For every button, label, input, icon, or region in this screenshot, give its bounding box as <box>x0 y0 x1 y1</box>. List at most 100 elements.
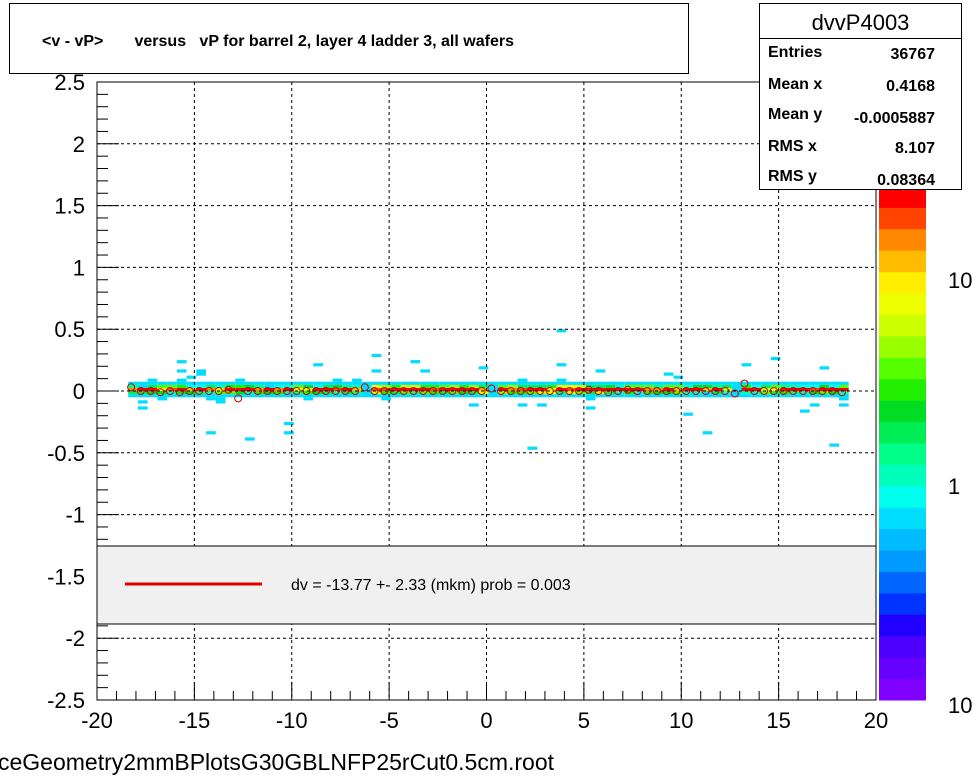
heat-cell <box>157 394 168 398</box>
heat-cell <box>644 394 654 398</box>
heat-cell <box>235 384 245 388</box>
y-tick-label: 1 <box>73 255 85 280</box>
heat-cell <box>469 391 479 395</box>
heat-cell <box>176 360 187 364</box>
z-color-band <box>879 250 926 273</box>
heat-cell <box>595 391 606 395</box>
heat-cell <box>556 387 567 392</box>
z-tick-label: 1 <box>948 474 960 499</box>
heat-cell <box>284 384 294 388</box>
profile-point <box>205 387 213 395</box>
profile-point <box>545 387 554 395</box>
heat-cell <box>264 394 275 398</box>
heat-cell <box>800 394 810 398</box>
heat-cell <box>469 381 479 385</box>
heat-cell <box>371 384 382 388</box>
heat-cell <box>683 412 693 416</box>
heat-cell <box>371 353 382 358</box>
heat-cell <box>712 384 723 388</box>
heat-cell <box>137 387 148 392</box>
heat-cell <box>313 394 323 398</box>
heat-cell <box>654 381 664 385</box>
heat-cell <box>790 394 800 398</box>
z-color-bar <box>879 186 926 701</box>
profile-point <box>292 387 301 395</box>
heat-cell <box>157 397 168 401</box>
heat-cell <box>605 384 615 388</box>
heat-cell <box>722 394 732 398</box>
heat-cell <box>839 397 849 401</box>
heat-cell <box>673 391 684 395</box>
heat-cell <box>352 387 362 392</box>
heat-cell <box>186 387 197 392</box>
heat-cell <box>400 394 411 398</box>
heat-cell <box>381 397 391 401</box>
heat-cell <box>254 384 265 388</box>
heat-cell <box>459 394 469 398</box>
heat-cell <box>137 384 148 388</box>
heat-cell <box>196 381 206 385</box>
heat-cell <box>839 381 849 385</box>
heat-cell <box>624 394 635 398</box>
heat-cell <box>692 394 703 398</box>
heat-cell <box>430 387 440 392</box>
heat-cell <box>215 394 226 398</box>
heat-cell <box>634 381 645 385</box>
heat-cell <box>741 381 752 385</box>
z-color-band <box>879 228 926 251</box>
z-color-band <box>879 464 926 487</box>
z-tick-label: 10 <box>948 268 972 293</box>
profile-point <box>555 387 564 395</box>
heat-cell <box>537 391 547 395</box>
profile-point <box>448 387 457 395</box>
heat-cell <box>556 384 567 388</box>
heat-cell <box>761 391 771 395</box>
heat-cell <box>469 403 479 407</box>
heat-cell <box>556 378 567 382</box>
heat-cell <box>556 391 567 395</box>
profile-point <box>750 387 759 395</box>
heat-cell <box>303 384 314 388</box>
heat-cell <box>644 381 654 385</box>
profile-point <box>321 387 330 395</box>
heat-cell <box>235 391 245 395</box>
heat-cell <box>410 384 421 388</box>
heat-cell <box>770 381 781 385</box>
heat-cell <box>215 400 226 404</box>
heat-cell <box>352 391 362 395</box>
heat-cell <box>595 369 606 373</box>
heat-cell <box>264 387 275 392</box>
heat-cell <box>615 384 625 388</box>
heat-cell <box>332 384 343 388</box>
profile-point <box>730 389 739 398</box>
heat-cell <box>459 387 469 392</box>
profile-point <box>808 387 817 395</box>
heat-cell <box>839 394 849 398</box>
heat-cell <box>128 394 138 398</box>
x-tick-label: -15 <box>178 708 210 733</box>
heat-cell <box>303 394 314 398</box>
z-color-band <box>879 507 926 530</box>
file-name-footer: ceGeometry2mmBPlotsG30GBLNFP25rCut0.5cm.… <box>0 749 555 775</box>
heat-cell <box>702 387 713 392</box>
heat-cell <box>147 387 158 392</box>
z-color-band <box>879 443 926 465</box>
heat-cell <box>478 394 489 398</box>
heat-cell <box>546 381 557 385</box>
profile-point <box>487 384 496 393</box>
profile-point <box>360 383 369 392</box>
heat-cell <box>576 381 586 385</box>
profile-point <box>565 387 574 395</box>
heat-cell <box>488 387 499 392</box>
heat-cell <box>654 394 664 398</box>
heat-cell <box>381 394 391 398</box>
stat-label-mean-x: Mean x <box>768 76 823 93</box>
x-tick-label: 10 <box>669 708 693 733</box>
heat-cell <box>469 384 479 388</box>
heat-cell <box>420 381 430 385</box>
heat-cell <box>245 384 255 388</box>
heat-cell <box>176 378 187 382</box>
heat-cell <box>556 329 567 333</box>
heat-cell <box>391 384 401 388</box>
heat-cell <box>293 391 304 395</box>
